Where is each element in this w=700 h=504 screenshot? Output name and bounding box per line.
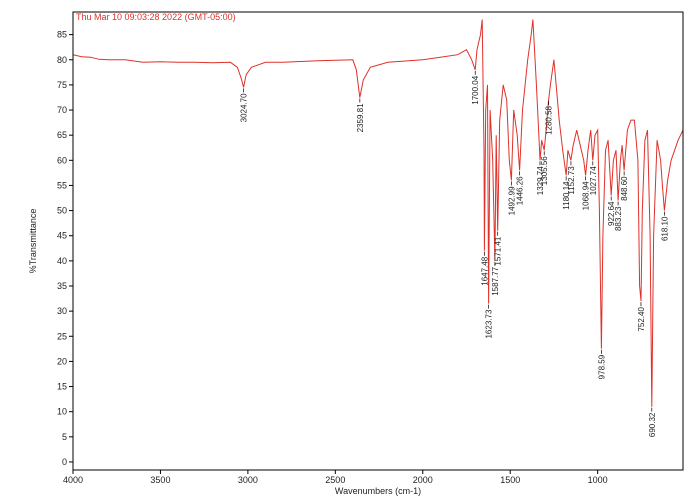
x-tick-label: 3000: [238, 475, 258, 485]
peak-label: 1492.99: [507, 186, 516, 215]
y-tick-label: 25: [57, 331, 67, 341]
y-tick-label: 75: [57, 80, 67, 90]
peak-label: 752.40: [637, 307, 646, 332]
plot-frame: [72, 11, 684, 471]
peak-label: 922.64: [607, 201, 616, 226]
peak-label: 1623.73: [485, 309, 494, 338]
y-tick-label: 55: [57, 180, 67, 190]
x-tick-label: 4000: [63, 475, 83, 485]
y-tick-label: 60: [57, 155, 67, 165]
y-tick-label: 40: [57, 256, 67, 266]
y-tick-label: 35: [57, 281, 67, 291]
peak-label: 1647.48: [480, 256, 489, 285]
peak-label: 1329.74: [536, 166, 545, 195]
peak-label: 2359.81: [356, 103, 365, 132]
y-tick-label: 45: [57, 231, 67, 241]
x-tick-label: 2000: [413, 475, 433, 485]
y-tick-label: 85: [57, 30, 67, 40]
y-tick-label: 5: [62, 432, 67, 442]
spectrum-line: [73, 19, 683, 407]
y-tick-label: 15: [57, 382, 67, 392]
peak-label: 848.60: [620, 176, 629, 201]
plot-area: 3024.70 2359.81 1700.04 1647.48 1623.73 1587.…: [73, 19, 683, 437]
peak-label: 3024.70: [240, 93, 249, 122]
x-tick-label: 3500: [150, 475, 170, 485]
chart-title: Thu Mar 10 09:03:28 2022 (GMT-05:00): [76, 12, 236, 22]
peak-label: 618.10: [660, 216, 669, 241]
x-tick-label: 1500: [500, 475, 520, 485]
y-tick-label: 80: [57, 55, 67, 65]
y-tick-label: 70: [57, 105, 67, 115]
peak-label: 1152.73: [567, 166, 576, 195]
peak-label: 1700.04: [471, 75, 480, 104]
peak-label: 1587.77: [491, 266, 500, 295]
peak-label: 1068.94: [582, 181, 591, 210]
x-tick-label: 2500: [325, 475, 345, 485]
peak-label: 883.23: [614, 206, 623, 231]
y-axis-label: %Transmittance: [28, 209, 38, 274]
peak-label: 1305.56: [540, 156, 549, 185]
y-tick-label: 50: [57, 206, 67, 216]
y-tick-label: 30: [57, 306, 67, 316]
x-tick-label: 1000: [588, 475, 608, 485]
y-tick-label: 20: [57, 356, 67, 366]
peak-label: 690.32: [648, 412, 657, 437]
y-tick-label: 10: [57, 407, 67, 417]
x-axis-label: Wavenumbers (cm-1): [335, 486, 421, 496]
peak-label: 1571.41: [494, 236, 503, 265]
y-tick-label: 65: [57, 130, 67, 140]
peak-label: 978.59: [597, 354, 606, 379]
peak-label: 1446.26: [516, 176, 525, 205]
peak-label: 1180.14: [562, 181, 571, 210]
y-tick-label: 0: [62, 457, 67, 467]
peak-label: 1280.58: [545, 105, 554, 134]
peak-label: 1027.74: [589, 166, 598, 195]
